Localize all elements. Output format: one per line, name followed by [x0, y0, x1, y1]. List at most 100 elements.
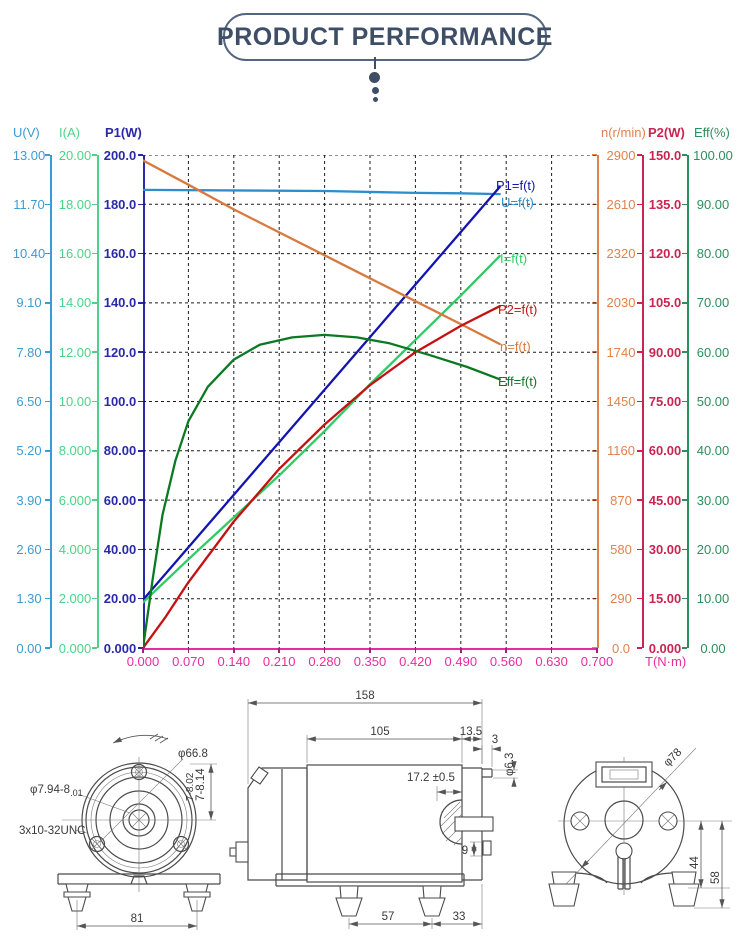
tick-label-I: 2.000	[58, 591, 92, 607]
x-tick-label: 0.490	[444, 654, 478, 669]
tick-label-P1: 180.0	[103, 196, 137, 212]
tick-label-n: 2610	[606, 196, 636, 212]
x-tick-label: 0.140	[217, 654, 251, 669]
tick-mark-Eff	[682, 548, 687, 551]
tick-label-P2: 0.000	[648, 640, 682, 656]
tick-mark-U	[45, 597, 50, 600]
axis-name-n: n(r/min)	[601, 125, 646, 140]
title-connector-line	[374, 57, 376, 69]
tick-mark-Eff	[682, 597, 687, 600]
dim-shaft-length: 3	[492, 734, 498, 746]
tick-mark-Eff	[682, 203, 687, 206]
pump-cam	[439, 799, 463, 845]
tick-mark-U	[45, 647, 50, 649]
tick-label-P1: 160.0	[103, 246, 137, 262]
tick-mark-P1	[138, 302, 143, 304]
tick-label-P1: 60.00	[103, 492, 137, 508]
rubber-foot-front	[335, 885, 363, 917]
x-tick-label: 0.630	[535, 654, 568, 669]
axis-line-n	[597, 155, 599, 648]
tick-label-n: 2030	[606, 295, 636, 311]
tick-label-P2: 150.0	[648, 147, 682, 163]
tick-mark-P2	[637, 450, 642, 452]
curve-label-P2: P2=f(t)	[498, 302, 538, 317]
tick-mark-I	[92, 597, 97, 600]
rubber-foot-left	[63, 883, 91, 912]
center-hole	[604, 800, 644, 840]
title-badge: PRODUCT PERFORMANCE	[217, 13, 552, 61]
tick-mark-P1	[138, 499, 143, 501]
rear-foot-left	[548, 871, 580, 907]
mounting-screws	[88, 763, 190, 853]
tick-mark-P2	[637, 499, 642, 501]
tick-mark-P2	[637, 203, 642, 206]
dim-feet-span-side: 57	[382, 911, 395, 923]
tick-mark-P1	[138, 597, 143, 600]
tick-mark-P1	[138, 203, 143, 206]
tick-label-Eff: 60.00	[696, 344, 730, 360]
curve-n	[143, 159, 501, 346]
dim-head-length: 13.5	[460, 726, 482, 738]
rotation-arrow-feathers	[149, 733, 169, 744]
connector-block	[595, 761, 653, 788]
dim-center-to-bottom: 58	[710, 871, 722, 884]
tick-label-P2: 30.00	[648, 541, 682, 557]
dim-shaft-diameter: φ6.3	[504, 753, 516, 776]
performance-chart: U(V) 13.00 11.70 10.40 9.10 7.80 6.50 5.20 3.90 2…	[13, 125, 733, 669]
x-tick-label: 0.070	[172, 654, 205, 669]
tick-mark-I	[92, 450, 97, 452]
curve-P1	[143, 185, 501, 602]
x-tick-mark	[460, 648, 462, 653]
dim-key: 7-8.027-8.14	[185, 768, 207, 801]
tick-mark-U	[45, 252, 50, 255]
terminal	[250, 766, 269, 785]
tick-label-P2: 90.00	[648, 344, 682, 360]
dim-bolt-circle: φ66.8	[178, 748, 208, 760]
dim-feet-to-end: 33	[453, 911, 466, 923]
dim-thread: 3x10-32UNC	[19, 825, 85, 837]
tick-mark-U	[45, 203, 50, 206]
x-tick-mark	[142, 648, 144, 653]
tick-mark-I	[92, 351, 97, 353]
tick-label-U: 11.70	[13, 196, 45, 212]
dim-total-length: 158	[355, 690, 374, 702]
pump-arm	[454, 816, 494, 832]
tick-mark-Eff	[682, 154, 687, 156]
curve-label-U: U=f(t)	[501, 195, 534, 210]
axis-name-I: I(A)	[59, 125, 80, 140]
chart-grid	[143, 155, 597, 648]
tick-mark-U	[45, 548, 50, 551]
tick-mark-P2	[637, 647, 642, 649]
tick-mark-I	[92, 154, 97, 156]
connector-dot-medium	[371, 87, 379, 94]
x-tick-mark	[505, 648, 507, 653]
tick-mark-I	[92, 252, 97, 255]
tick-mark-Eff	[682, 252, 687, 255]
mount-bracket	[57, 873, 221, 885]
dim-feet-span: 81	[131, 913, 144, 925]
tick-mark-Eff	[682, 499, 687, 501]
x-tick-mark	[233, 648, 235, 653]
tick-mark-U	[45, 154, 50, 156]
tick-label-P2: 135.0	[648, 196, 682, 212]
tick-mark-U	[45, 302, 50, 304]
rear-foot-right	[668, 871, 700, 907]
axis-line-Eff	[687, 155, 689, 648]
tick-label-n: 290	[610, 591, 632, 607]
leader-thread	[74, 829, 88, 834]
tick-mark-Eff	[682, 351, 687, 353]
tick-label-P1: 20.00	[103, 591, 137, 607]
tick-mark-U	[45, 400, 50, 403]
tick-label-I: 16.00	[58, 246, 92, 262]
rubber-foot-rear	[418, 885, 446, 917]
tick-label-U: 0.00	[16, 640, 42, 656]
tick-mark-P2	[637, 252, 642, 255]
tick-label-U: 1.30	[16, 591, 42, 607]
outlet-stub	[482, 768, 493, 778]
tick-mark-P1	[138, 351, 143, 353]
tick-mark-P1	[138, 400, 143, 403]
tick-label-n: 580	[610, 541, 632, 557]
tick-mark-I	[92, 647, 97, 649]
tick-mark-Eff	[682, 400, 687, 403]
